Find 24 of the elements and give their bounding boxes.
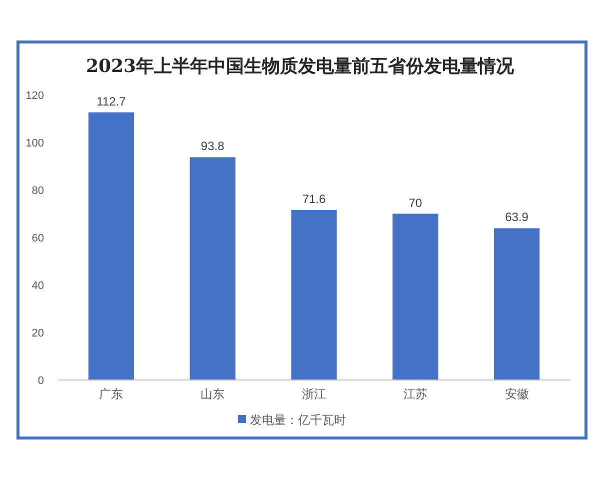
data-label: 93.8 (200, 139, 225, 154)
x-tick-label: 广东 (99, 387, 124, 401)
y-tick-label: 100 (26, 137, 44, 150)
bar (88, 112, 134, 380)
y-tick-label: 60 (32, 232, 44, 244)
data-label: 70 (408, 196, 422, 210)
chart-title: 2023年上半年中国生物质发电量前五省份发电量情况 (86, 56, 516, 77)
data-label: 112.7 (96, 94, 126, 108)
y-tick-label: 0 (38, 374, 44, 387)
legend-label: 发电量：亿千瓦时 (250, 413, 346, 428)
bar (190, 157, 236, 380)
bar (291, 210, 337, 380)
y-tick-label: 120 (26, 90, 44, 102)
bar (494, 228, 540, 380)
x-tick-label: 江苏 (403, 387, 428, 401)
data-label: 63.9 (505, 210, 529, 224)
data-label: 71.6 (302, 192, 326, 206)
x-tick-label: 山东 (200, 387, 225, 401)
x-tick-label: 浙江 (302, 387, 326, 401)
bar (392, 214, 438, 380)
x-tick-label: 安徽 (504, 387, 529, 401)
y-tick-label: 80 (32, 184, 44, 197)
y-tick-label: 20 (32, 327, 44, 340)
y-tick-label: 40 (32, 280, 44, 292)
